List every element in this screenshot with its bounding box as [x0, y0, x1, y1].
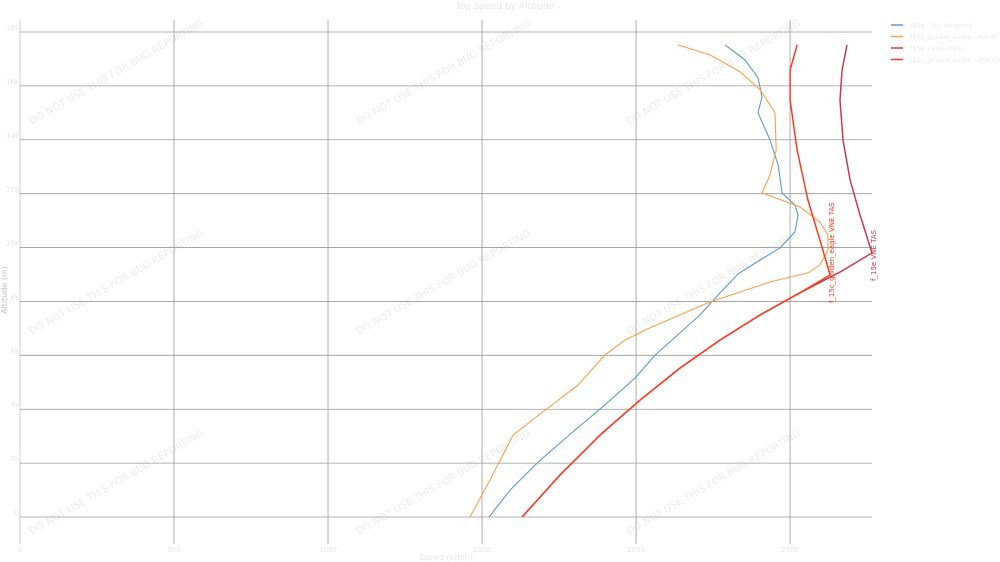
y-tick-label: 14k: [6, 132, 20, 140]
legend-label: f15c_golden_eagle - Top Airspeed: [910, 33, 1000, 41]
y-tick-label: 10k: [6, 240, 20, 248]
legend: f15e - Top Airspeed f15c_golden_eagle - T…: [891, 21, 1000, 64]
x-axis-label: Speed (km/h): [419, 553, 473, 562]
x-tick-label: 1000: [319, 546, 337, 554]
x-tick-label: 2500: [781, 546, 799, 554]
annotation-label: f_15c_golden_eagle VNE TAS: [828, 202, 836, 303]
y-tick-label: 8k: [10, 293, 19, 301]
watermark-text: DO NOT USE THIS FOR BUG REPORTING: [28, 428, 206, 537]
legend-label: f15c_golden_eagle - VNE (TAS): [910, 56, 1000, 64]
series-lines: [469, 44, 873, 518]
watermark-text: DO NOT USE THIS FOR BUG REPORTING: [625, 228, 803, 337]
series-line-1: [469, 44, 829, 518]
watermark-text: DO NOT USE THIS FOR BUG REPORTING: [28, 228, 206, 337]
chart-title: Top Speed by Altitude: [455, 2, 555, 12]
watermark-text: DO NOT USE THIS FOR BUG REPORTING: [355, 18, 533, 127]
watermark-text: DO NOT USE THIS FOR BUG REPORTING: [355, 228, 533, 337]
y-tick-label: 2k: [10, 455, 19, 463]
watermarks: DO NOT USE THIS FOR BUG REPORTING DO NOT …: [28, 18, 803, 537]
legend-label: f15e - VNE (TAS): [910, 44, 964, 52]
watermark-text: DO NOT USE THIS FOR BUG REPORTING: [625, 18, 803, 127]
series-line-3: [521, 44, 831, 518]
y-axis-label: Altitude (m): [0, 266, 9, 314]
annotation-label: f_15e VNE TAS: [870, 229, 878, 281]
y-tick-label: 4k: [10, 401, 19, 409]
y-tick-label: 18k: [6, 24, 20, 32]
watermark-text: DO NOT USE THIS FOR BUG REPORTING: [28, 18, 206, 127]
grid: 0 500 1000 1500 2000 2500 0 2k 4k 6k 8k 10k 12k 14k 16…: [6, 20, 872, 554]
x-tick-label: 2000: [627, 546, 645, 554]
x-tick-label: 0: [18, 546, 22, 554]
series-line-0: [488, 44, 799, 518]
watermark-text: DO NOT USE THIS FOR BUG REPORTING: [355, 428, 533, 537]
y-tick-label: 12k: [6, 186, 20, 194]
x-tick-label: 1500: [473, 546, 491, 554]
y-tick-label: 6k: [10, 347, 19, 355]
y-tick-label: 0: [15, 509, 19, 517]
legend-label: f15e - Top Airspeed: [910, 21, 973, 29]
annotations: f_15c_golden_eagle VNE TAS f_15e VNE TAS: [828, 202, 878, 303]
y-tick-label: 16k: [6, 78, 20, 86]
x-tick-label: 500: [167, 546, 180, 554]
watermark-text: DO NOT USE THIS FOR BUG REPORTING: [625, 428, 803, 537]
